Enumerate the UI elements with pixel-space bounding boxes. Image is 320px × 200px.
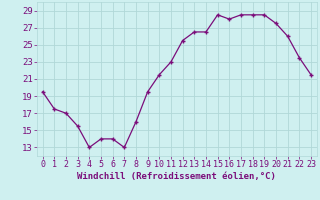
X-axis label: Windchill (Refroidissement éolien,°C): Windchill (Refroidissement éolien,°C) <box>77 172 276 181</box>
